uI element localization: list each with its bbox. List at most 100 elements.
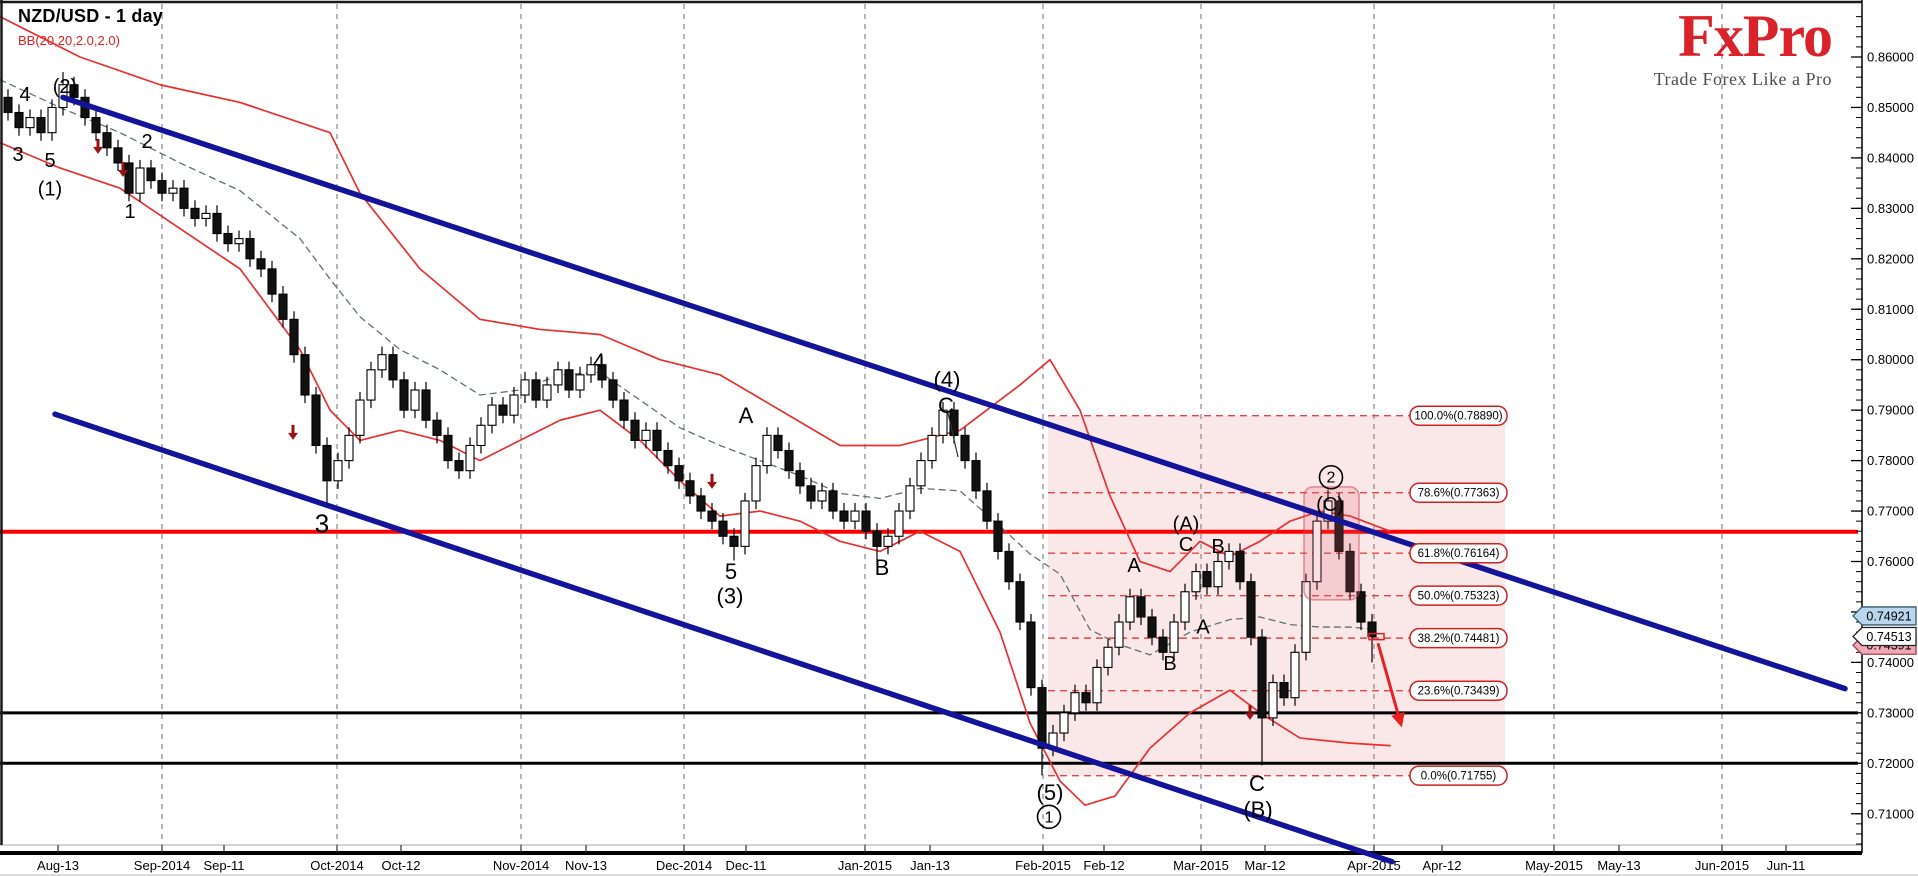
fib-label-box: [1409, 405, 1508, 426]
candle-down: [707, 510, 717, 522]
sell-signal-arrow-icon: [118, 162, 128, 178]
sell-signal-arrow-icon: [707, 473, 717, 489]
candle-up: [751, 465, 761, 502]
candle-up: [575, 374, 585, 391]
bollinger-lower-line: [0, 141, 1391, 807]
x-axis-label: Jan-13: [910, 858, 950, 873]
candle-down: [982, 490, 992, 522]
candle-up: [1169, 621, 1179, 653]
candle-up: [542, 384, 552, 401]
price-tag-text: 0.74921: [1866, 609, 1911, 623]
candle-up: [883, 535, 893, 547]
projection-arrowhead-icon: [1391, 711, 1405, 728]
candle-up: [234, 238, 244, 245]
fib-label-box: [1409, 482, 1508, 503]
fib-label-box: [1409, 542, 1508, 564]
x-axis-label: May-2015: [1525, 858, 1583, 873]
wave-label: 2: [141, 131, 152, 153]
x-axis-label: Sep-11: [204, 858, 245, 873]
signal-arrows: [93, 138, 1255, 720]
candle-down: [993, 520, 1003, 552]
candle-down: [1081, 692, 1091, 704]
candle-down: [1257, 636, 1267, 719]
candle-up: [894, 510, 904, 537]
candle-up: [1114, 621, 1124, 648]
candle-down: [795, 470, 805, 487]
candle-down: [1202, 571, 1212, 588]
sell-signal-arrow-icon: [93, 138, 103, 154]
candle-up: [1213, 560, 1223, 588]
wave-label: (3): [717, 584, 744, 609]
fib-label-box: [1409, 680, 1508, 701]
chart-legend: NZD/USD - 1 day BB(20,20,2.0,2.0): [18, 6, 163, 48]
candle-up: [740, 500, 750, 547]
candle-up: [168, 187, 178, 194]
candle-down: [432, 419, 442, 436]
fxpro-logo: FxPro Trade Forex Like a Pro: [1654, 6, 1833, 90]
candle-down: [773, 434, 783, 452]
candle-down: [69, 84, 79, 98]
trendline-lower-channel: [52, 411, 1395, 865]
x-axis-label: Feb-12: [1083, 858, 1124, 873]
candle-down: [1158, 636, 1168, 653]
bollinger-indicator-label: BB(20,20,2.0,2.0): [18, 33, 120, 48]
symbol-title: NZD/USD - 1 day: [18, 6, 164, 26]
wave-label: (5): [1037, 780, 1064, 805]
candle-up: [509, 394, 519, 416]
candle-down: [113, 147, 123, 164]
wave-label: 4: [19, 84, 30, 106]
projection: [1368, 632, 1405, 728]
last-price-marker: [1368, 632, 1385, 641]
x-axis-label: Mar-2015: [1173, 858, 1229, 873]
x-axis-label: Dec-11: [726, 858, 767, 873]
fib-label-box: [1409, 585, 1508, 606]
horizontal-levels: [0, 529, 1858, 765]
candle-down: [839, 510, 849, 522]
candle-up: [47, 106, 57, 134]
projection-arrow-line: [1376, 642, 1400, 715]
candle-up: [355, 399, 365, 436]
y-axis-label: 0.80000: [1867, 352, 1914, 367]
candle-up: [1180, 591, 1190, 623]
candle-down: [630, 419, 640, 441]
candle-up: [366, 369, 376, 401]
candle-up: [1059, 712, 1069, 734]
candle-up: [1312, 520, 1322, 583]
candle-down: [1037, 687, 1047, 749]
fib-label-text: 100.0%(0.78890): [1414, 411, 1502, 423]
x-axis-label: Feb-2015: [1015, 858, 1071, 873]
candle-down: [718, 520, 728, 537]
wave-label: B: [1163, 653, 1176, 675]
candle-down: [36, 116, 46, 134]
fib-label-text: 78.6%(0.77363): [1418, 488, 1500, 500]
x-axis-label: Mar-12: [1244, 858, 1285, 873]
candle-up: [586, 364, 596, 376]
y-axis-label: 0.84000: [1867, 150, 1914, 165]
circled-wave-number: [1318, 464, 1344, 490]
candle-down: [3, 96, 13, 114]
wave-label: 1: [124, 201, 135, 223]
candle-down: [454, 460, 464, 472]
trendline-upper-channel: [60, 94, 1848, 692]
candle-up: [850, 510, 860, 522]
candle-up: [465, 444, 475, 472]
candle-up: [201, 212, 211, 219]
candle-down: [289, 318, 299, 356]
wave-label: A: [1127, 555, 1141, 577]
candle-up: [25, 116, 35, 129]
wave-label: C: [1249, 771, 1265, 796]
y-axis-label: 0.73000: [1867, 705, 1914, 720]
candle-up: [905, 485, 915, 512]
candle-down: [619, 399, 629, 421]
y-axis-label: 0.82000: [1867, 251, 1914, 266]
circled-wave-number-text: 2: [1327, 470, 1336, 487]
candle-down: [179, 187, 189, 209]
candle-down: [608, 379, 618, 401]
wave-label: (B): [1243, 797, 1272, 822]
candle-down: [91, 116, 101, 134]
wave-label: B: [875, 555, 890, 580]
candle-up: [1268, 682, 1278, 719]
candle-up: [520, 379, 530, 396]
